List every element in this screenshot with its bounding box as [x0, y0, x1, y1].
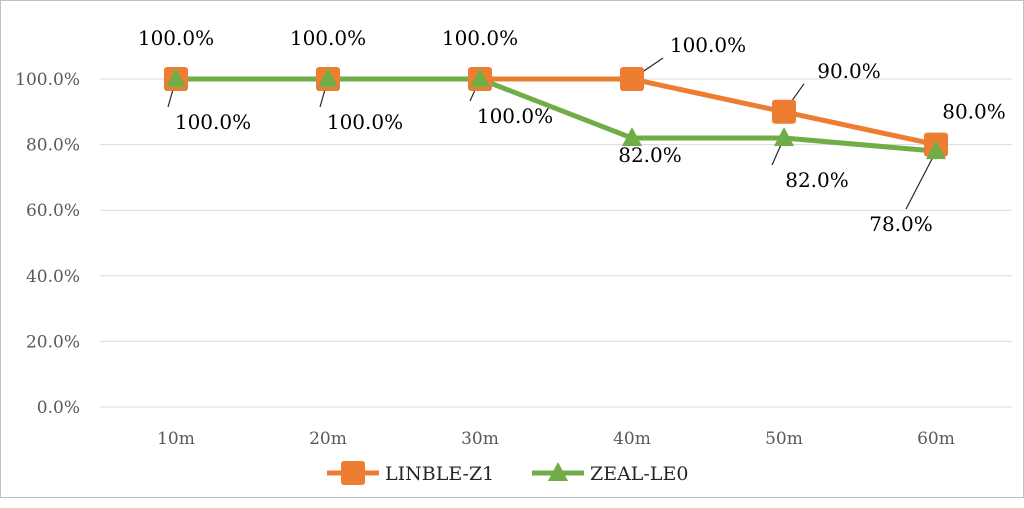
data-label: 100.0% [327, 110, 403, 134]
series-lines [173, 76, 939, 154]
square-marker [772, 99, 796, 124]
legend-label: ZEAL-LE0 [590, 463, 688, 485]
x-tick-label: 30m [461, 429, 499, 449]
y-tick-label: 60.0% [26, 201, 80, 221]
y-tick-label: 20.0% [26, 332, 80, 352]
triangle-marker [622, 127, 642, 147]
data-label: 78.0% [869, 212, 933, 236]
triangle-marker [318, 68, 338, 87]
square-marker [341, 461, 365, 485]
data-labels: 100.0% 100.0% 100.0% 100.0% 90.0% 80.0% 100.0%… [138, 26, 1006, 236]
series-line [173, 76, 939, 154]
y-tick-label: 40.0% [26, 267, 80, 287]
legend-label: LINBLE-Z1 [385, 463, 494, 485]
y-tick-label: 100.0% [15, 70, 80, 90]
data-label: 80.0% [942, 100, 1006, 124]
x-tick-label: 10m [157, 429, 195, 449]
data-label: 90.0% [817, 59, 881, 83]
triangle-marker [774, 127, 794, 147]
y-axis-tick-labels: 0.0% 20.0% 40.0% 60.0% 80.0% 100.0% [15, 70, 80, 418]
data-label: 100.0% [290, 26, 366, 50]
y-tick-label: 80.0% [26, 136, 80, 156]
data-label: 100.0% [477, 104, 553, 128]
triangle-marker [926, 140, 946, 160]
data-label: 100.0% [175, 110, 251, 134]
leader-line [905, 150, 937, 210]
data-label: 100.0% [670, 33, 746, 57]
triangle-marker [548, 462, 568, 481]
square-marker [620, 67, 644, 91]
triangle-marker [470, 68, 490, 87]
data-label: 82.0% [785, 168, 849, 192]
y-tick-label: 0.0% [37, 398, 80, 418]
x-axis-tick-labels: 10m 20m 30m 40m 50m 60m [157, 429, 955, 449]
data-label: 100.0% [138, 26, 214, 50]
x-tick-label: 20m [309, 429, 347, 449]
x-tick-label: 50m [765, 429, 803, 449]
data-label: 82.0% [618, 143, 682, 167]
x-tick-label: 60m [917, 429, 955, 449]
legend: LINBLE-Z1 ZEAL-LE0 [327, 461, 688, 485]
series-markers [164, 67, 948, 160]
triangle-marker [166, 68, 186, 87]
data-label: 100.0% [442, 26, 518, 50]
x-tick-label: 40m [613, 429, 651, 449]
